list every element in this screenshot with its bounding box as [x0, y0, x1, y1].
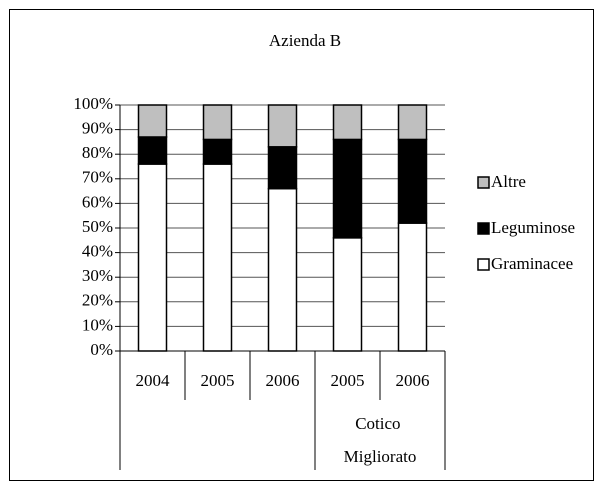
bar-segment: [267, 146, 298, 190]
x-tick-label: 2006: [396, 371, 430, 390]
bar-segment: [202, 138, 233, 165]
bar-segment: [137, 163, 168, 352]
bar-segment: [202, 163, 233, 352]
x-tick-label: 2005: [331, 371, 365, 390]
y-tick-label: 60%: [82, 192, 113, 211]
bar-segment: [397, 104, 428, 141]
bar-segment: [332, 104, 363, 141]
bar-segment: [332, 237, 363, 352]
legend-label: Graminacee: [491, 254, 573, 273]
legend-label: Altre: [491, 172, 526, 191]
bar-segment: [267, 187, 298, 352]
bar-segment: [332, 138, 363, 239]
x-tick-label: 2006: [266, 371, 300, 390]
x-tick-label: 2005: [201, 371, 235, 390]
legend-swatch: [477, 176, 490, 189]
y-tick-label: 90%: [82, 119, 113, 138]
group-label: Cotico Migliorato: [344, 414, 417, 466]
legend-swatch: [477, 258, 490, 271]
y-tick-label: 50%: [82, 217, 113, 236]
y-tick-label: 100%: [73, 94, 113, 113]
bar-segment: [137, 104, 168, 138]
y-tick-label: 0%: [90, 340, 113, 359]
y-tick-label: 40%: [82, 242, 113, 261]
bar-segment: [397, 138, 428, 224]
legend-label: Leguminose: [491, 218, 575, 237]
y-tick-label: 80%: [82, 143, 113, 162]
x-tick-label: 2004: [136, 371, 171, 390]
chart-frame: [9, 9, 594, 481]
legend-swatch: [477, 222, 490, 235]
y-tick-label: 20%: [82, 291, 113, 310]
y-tick-label: 10%: [82, 315, 113, 334]
bar-segment: [202, 104, 233, 141]
bar-segment: [137, 136, 168, 165]
bar-segment: [397, 222, 428, 352]
bar-segment: [267, 104, 298, 148]
y-tick-label: 70%: [82, 168, 113, 187]
chart-title: Azienda B: [269, 31, 341, 50]
y-tick-label: 30%: [82, 266, 113, 285]
